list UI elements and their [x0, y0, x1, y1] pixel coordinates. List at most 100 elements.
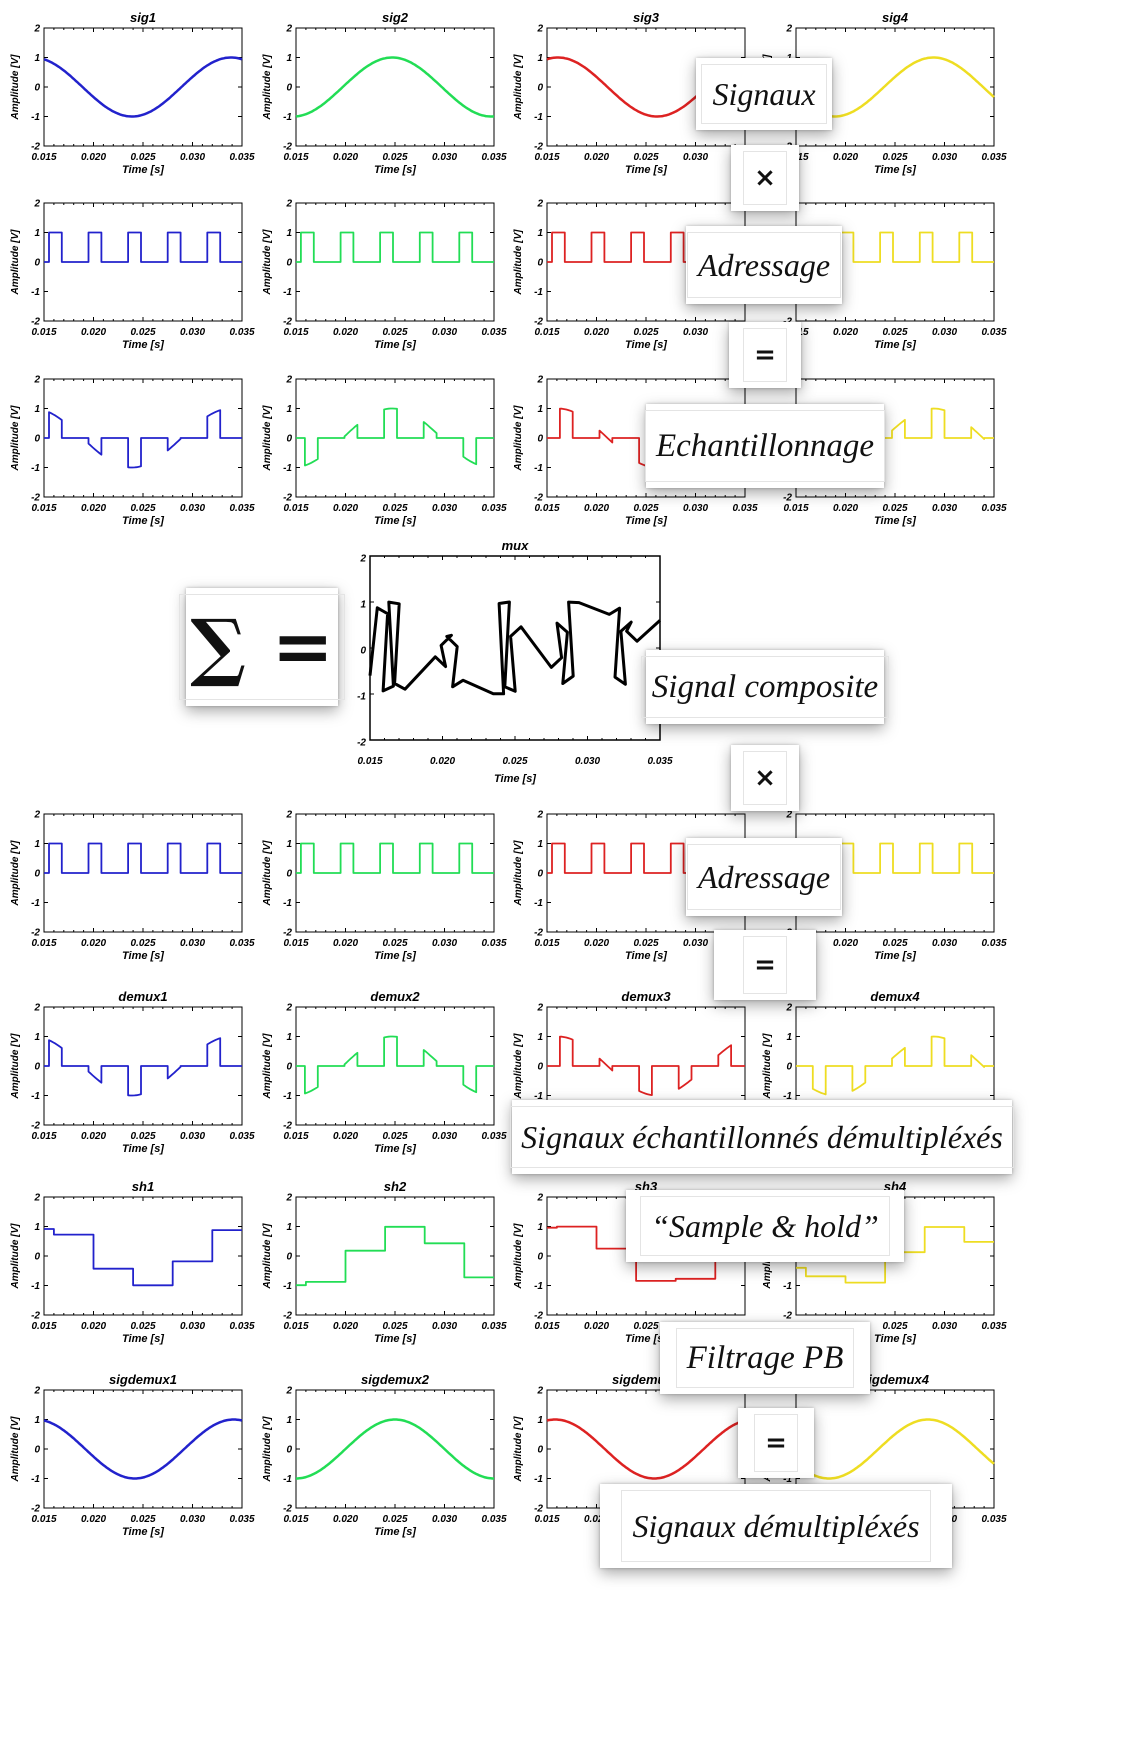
series-line-dadr1 [44, 842, 242, 874]
y-tick-label: 1 [34, 839, 40, 850]
y-tick-label: -1 [31, 463, 40, 474]
y-tick-label: -2 [783, 1311, 792, 1322]
x-tick-label: 0.015 [283, 1514, 308, 1525]
x-tick-label: 0.015 [31, 327, 56, 338]
y-tick-label: 0 [286, 434, 292, 445]
x-tick-label: 0.025 [882, 152, 907, 163]
y-tick-label: 2 [33, 24, 40, 35]
y-tick-label: 2 [285, 24, 292, 35]
y-axis-label: Amplitude [V] [513, 840, 524, 907]
x-tick-label: 0.025 [130, 1321, 155, 1332]
x-tick-label: 0.025 [633, 327, 658, 338]
y-tick-label: 2 [33, 1386, 40, 1397]
x-axis-label: Time [s] [874, 1333, 916, 1345]
y-tick-label: -1 [31, 287, 40, 298]
x-axis-label: Time [s] [494, 773, 536, 785]
x-tick-label: 0.025 [382, 1514, 407, 1525]
x-tick-label: 0.015 [534, 327, 559, 338]
y-tick-label: 0 [286, 1445, 292, 1456]
x-axis-label: Time [s] [374, 950, 416, 962]
y-tick-label: 1 [537, 404, 543, 415]
y-axis-label: Amplitude [V] [10, 840, 21, 907]
x-tick-label: 0.020 [333, 327, 358, 338]
y-tick-label: 1 [286, 228, 292, 239]
chart-dadr2: 2 1 0 -1 -20.015 0.020 0.025 0.030 0.035 Time [s]… [262, 810, 507, 963]
y-tick-label: 2 [536, 1386, 543, 1397]
y-axis-label: Amplitude [V] [513, 229, 524, 296]
y-axis-label: Amplitude [V] [262, 1223, 273, 1290]
x-tick-label: 0.020 [81, 503, 106, 514]
series-line-sh3 [547, 1225, 745, 1282]
chart-sig2: 2 1 0 -1 -20.015 0.020 0.025 0.030 0.035 Time [s]… [262, 10, 507, 176]
x-tick-label: 0.035 [481, 503, 506, 514]
x-axis-label: Time [s] [625, 339, 667, 351]
x-axis-label: Time [s] [122, 1333, 164, 1345]
y-tick-label: -2 [534, 142, 543, 153]
x-tick-label: 0.035 [981, 1321, 1006, 1332]
y-tick-label: -1 [283, 1281, 292, 1292]
x-tick-label: 0.035 [481, 152, 506, 163]
y-tick-label: 1 [286, 53, 292, 64]
card-equals-3-label: = [754, 1414, 798, 1472]
y-tick-label: -1 [283, 287, 292, 298]
x-tick-label: 0.015 [783, 503, 808, 514]
x-tick-label: 0.020 [584, 327, 609, 338]
card-signaux-label: Signaux [701, 64, 827, 124]
x-tick-label: 0.030 [683, 938, 708, 949]
y-tick-label: -2 [31, 493, 40, 504]
y-axis-label: Amplitude [V] [513, 1416, 524, 1483]
x-tick-label: 0.015 [357, 756, 382, 767]
x-tick-label: 0.020 [333, 1514, 358, 1525]
chart-demux2: 2 1 0 -1 -20.015 0.020 0.025 0.030 0.035 Time [s]… [262, 989, 507, 1155]
y-tick-label: 2 [536, 199, 543, 210]
card-signaux: Signaux [696, 58, 832, 130]
y-axis-label: Amplitude [V] [10, 229, 21, 296]
y-tick-label: -1 [534, 463, 543, 474]
y-tick-label: 0 [286, 258, 292, 269]
y-tick-label: 2 [285, 1193, 292, 1204]
x-axis-label: Time [s] [874, 515, 916, 527]
x-tick-label: 0.020 [584, 1321, 609, 1332]
y-tick-label: 2 [536, 810, 543, 821]
chart-adr2: 2 1 0 -1 -20.015 0.020 0.025 0.030 0.035 Time [s]… [262, 199, 507, 352]
x-tick-label: 0.015 [534, 1514, 559, 1525]
y-tick-label: 1 [286, 1415, 292, 1426]
y-tick-label: -2 [534, 317, 543, 328]
x-tick-label: 0.025 [882, 327, 907, 338]
y-tick-label: 0 [537, 258, 543, 269]
y-tick-label: -2 [31, 317, 40, 328]
x-tick-label: 0.030 [180, 503, 205, 514]
x-tick-label: 0.030 [932, 152, 957, 163]
y-tick-label: -1 [534, 112, 543, 123]
series-line-demux2 [296, 1035, 494, 1095]
x-tick-label: 0.035 [481, 1514, 506, 1525]
y-tick-label: -1 [283, 112, 292, 123]
card-signaux-echantillonnes-demultiplexes: Signaux échantillonnés démultipléxés [510, 1100, 1014, 1174]
series-line-sig2 [295, 56, 495, 118]
y-tick-label: -2 [534, 1311, 543, 1322]
x-tick-label: 0.020 [333, 503, 358, 514]
y-tick-label: 1 [360, 600, 366, 611]
y-tick-label: 0 [34, 1252, 40, 1263]
y-axis-label: Amplitude [V] [513, 1223, 524, 1290]
x-tick-label: 0.030 [432, 1514, 457, 1525]
x-tick-label: 0.020 [833, 503, 858, 514]
y-axis-label: Amplitude [V] [10, 1416, 21, 1483]
series-line-demux4 [796, 1035, 994, 1096]
x-tick-label: 0.035 [981, 152, 1006, 163]
x-tick-label: 0.015 [283, 327, 308, 338]
chart-title: sig2 [382, 10, 409, 25]
plot-frame [43, 1389, 243, 1509]
y-tick-label: 2 [285, 1386, 292, 1397]
chart-adr1: 2 1 0 -1 -20.015 0.020 0.025 0.030 0.035 Time [s]… [10, 199, 255, 352]
x-tick-label: 0.025 [502, 756, 527, 767]
x-axis-label: Time [s] [122, 164, 164, 176]
x-axis-label: Time [s] [122, 1526, 164, 1538]
x-tick-label: 0.030 [180, 152, 205, 163]
series-line-sh4 [796, 1226, 994, 1284]
card-adressage-1: Adressage [686, 226, 842, 304]
x-tick-label: 0.020 [584, 1514, 609, 1525]
chart-ech2: 2 1 0 -1 -20.015 0.020 0.025 0.030 0.035 Time [s]… [262, 375, 507, 528]
y-tick-label: -2 [31, 142, 40, 153]
y-axis-label: Amplitude [V] [10, 54, 21, 121]
